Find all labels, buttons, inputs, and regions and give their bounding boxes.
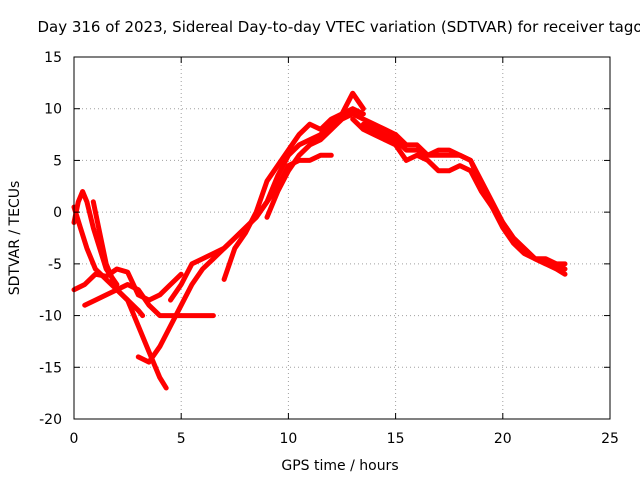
series-line-arc-10 [350, 116, 568, 277]
y-tick-label: -5 [48, 257, 62, 273]
x-tick-label: 5 [177, 431, 186, 447]
series-line-arc-3 [82, 282, 216, 319]
x-tick-label: 25 [601, 431, 619, 447]
y-tick-label: 0 [53, 205, 62, 221]
series-line-arc-9 [264, 111, 399, 220]
series-line-arc-12 [371, 126, 568, 272]
x-tick-label: 15 [387, 431, 405, 447]
series-line-arc-6 [135, 152, 334, 365]
plot-frame [73, 56, 611, 420]
y-tick-label: 10 [44, 102, 62, 118]
y-tick-label: -15 [39, 360, 62, 376]
x-axis-label: GPS time / hours [281, 458, 398, 474]
x-tick-label: 10 [279, 431, 297, 447]
x-tick-label: 20 [494, 431, 512, 447]
y-tick-label: 15 [44, 50, 62, 66]
y-tick-label: 5 [53, 153, 62, 169]
series-line-arc-2 [71, 266, 184, 303]
series-line-arc-8 [221, 90, 366, 282]
x-tick-label: 0 [70, 431, 79, 447]
series-layer [71, 90, 568, 391]
series-line-arc-5 [90, 199, 146, 319]
tick-layer: 0 5 10 15 20 25 -20 -15 -10 -5 0 5 10 15 [39, 50, 619, 447]
y-axis-label: SDTVAR / TECUs [7, 181, 23, 296]
series-line-arc-7 [168, 106, 366, 303]
y-tick-label: -10 [39, 309, 62, 325]
chart-title: Day 316 of 2023, Sidereal Day-to-day VTE… [37, 18, 640, 36]
y-tick-label: -20 [39, 412, 62, 428]
